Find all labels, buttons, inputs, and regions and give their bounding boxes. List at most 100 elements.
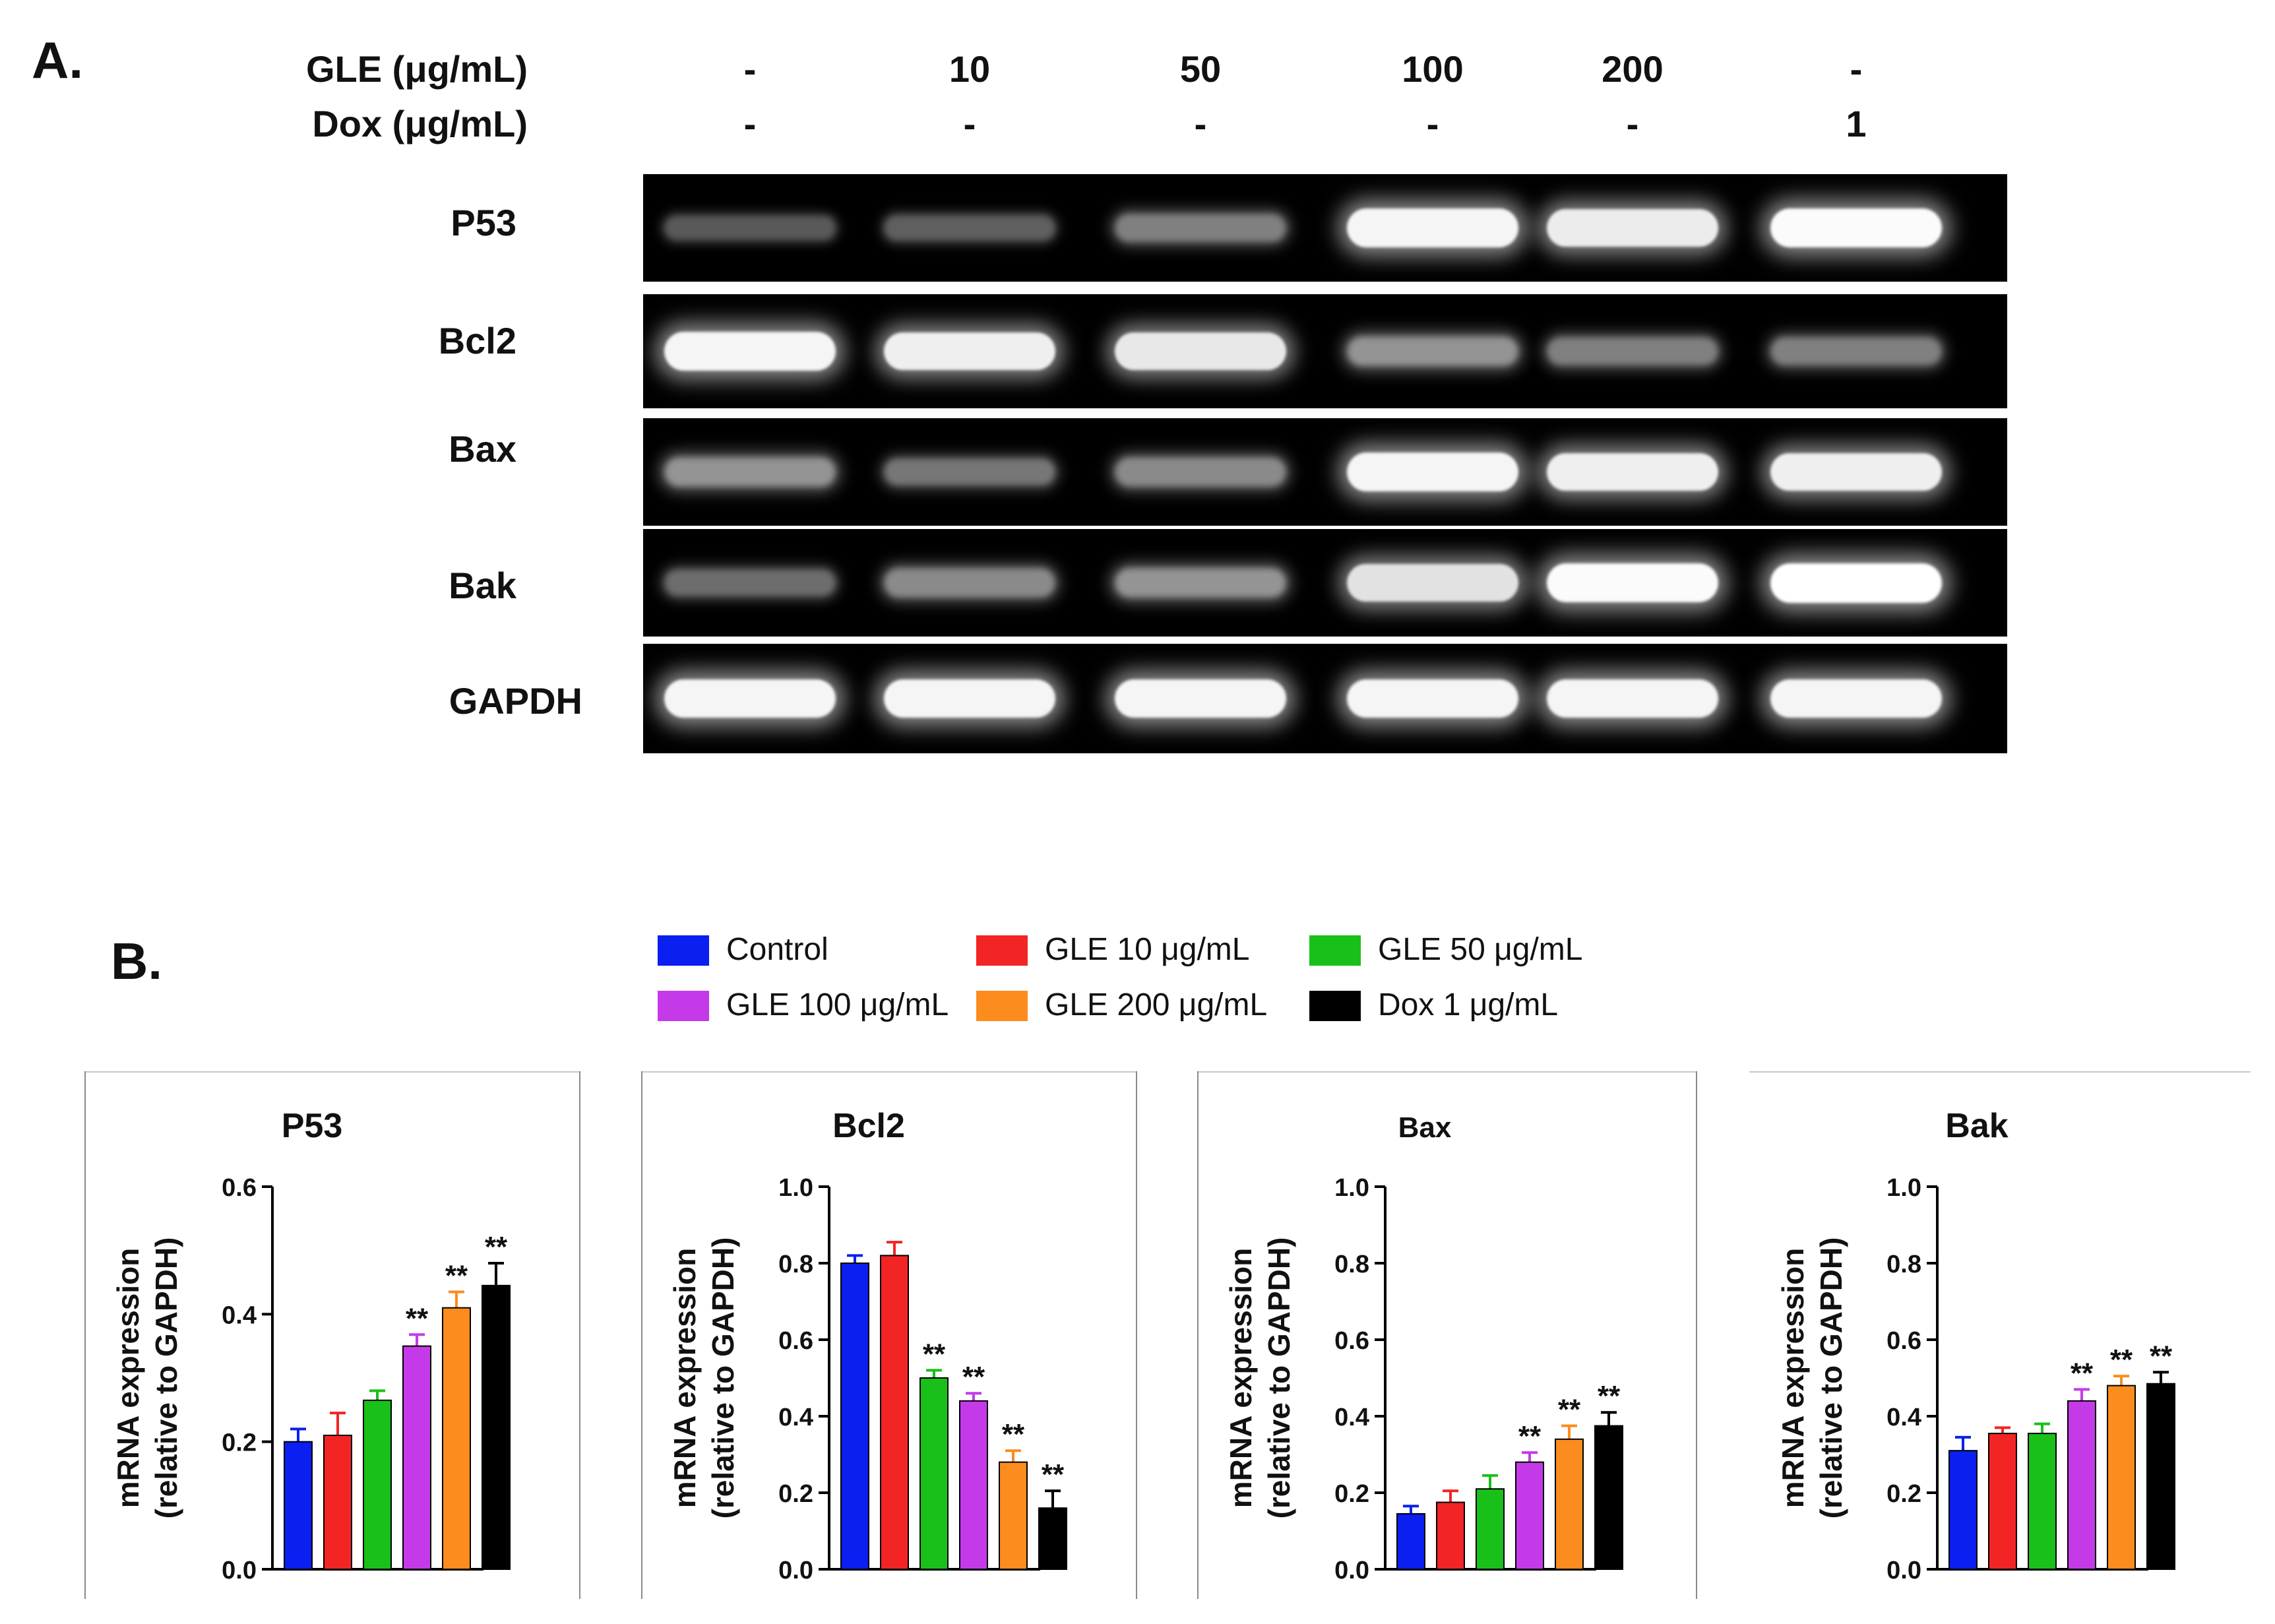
dox-row-label: Dox (μg/mL)	[312, 103, 528, 144]
bar-6	[1594, 1425, 1623, 1570]
dox-value-lane-6: 1	[1846, 103, 1867, 144]
y-tick-label: 0.4	[1886, 1404, 1921, 1431]
y-tick-label: 0.6	[222, 1174, 257, 1202]
bar-2	[880, 1255, 909, 1570]
y-tick-label: 1.0	[1334, 1174, 1369, 1202]
chart-p53: P53 mRNA expression (relative to GAPDH) 0.0…	[84, 1071, 580, 1599]
legend-label: GLE 100 μg/mL	[726, 987, 949, 1022]
gle-value-lane-2: 10	[949, 48, 991, 90]
band-bcl2-lane-6	[1770, 336, 1942, 366]
significance-label: **	[445, 1260, 468, 1292]
y-tick-label: 0.8	[778, 1251, 813, 1278]
band-p53-lane-4	[1347, 208, 1518, 247]
legend-swatch	[976, 935, 1028, 966]
chart-bcl2: Bcl2 mRNA expression (relative to GAPDH) 0.…	[641, 1071, 1137, 1599]
bar-5	[999, 1461, 1028, 1570]
band-gapdh-lane-3	[1115, 679, 1286, 718]
chart-title: Bcl2	[832, 1107, 905, 1145]
y-tick-label: 0.2	[222, 1429, 257, 1457]
y-tick-label: 0.6	[1886, 1327, 1921, 1355]
gel-gapdh	[643, 644, 2007, 753]
legend-swatch	[1309, 935, 1361, 966]
band-bak-lane-3	[1115, 567, 1286, 598]
legend-label: GLE 10 μg/mL	[1045, 932, 1250, 967]
band-bak-lane-2	[884, 568, 1055, 598]
legend-swatch	[658, 935, 709, 966]
band-bak-lane-4	[1347, 564, 1518, 602]
y-tick-label: 0.6	[1334, 1327, 1369, 1355]
significance-label: **	[1042, 1458, 1065, 1491]
bar-2	[323, 1435, 352, 1570]
band-p53-lane-6	[1770, 208, 1942, 248]
gle-row-label: GLE (μg/mL)	[306, 48, 528, 90]
bar-6	[2146, 1383, 2175, 1570]
panel-b-label: B.	[111, 932, 162, 990]
bar-3	[919, 1377, 949, 1570]
y-tick-label: 0.0	[1334, 1557, 1369, 1584]
bar-4	[2067, 1400, 2096, 1570]
band-bax-lane-6	[1770, 453, 1942, 491]
y-tick-label: 0.6	[778, 1327, 813, 1355]
bar-5	[442, 1307, 471, 1570]
y-tick-label: 0.2	[1886, 1480, 1921, 1508]
legend-label: GLE 50 μg/mL	[1378, 932, 1583, 967]
y-axis-label-line1: mRNA expression	[1224, 1248, 1258, 1509]
gle-value-lane-6: -	[1850, 48, 1863, 90]
significance-label: **	[962, 1361, 985, 1393]
bar-1	[1396, 1513, 1425, 1571]
bar-5	[1555, 1438, 1584, 1570]
y-tick-label: 0.8	[1334, 1251, 1369, 1278]
significance-label: **	[1002, 1418, 1025, 1451]
bar-3	[363, 1399, 392, 1570]
dox-value-lane-1: -	[743, 103, 757, 144]
y-axis-label-line1: mRNA expression	[668, 1248, 702, 1509]
chart-bax: Bax mRNA expression (relative to GAPDH) 0.0…	[1197, 1071, 1697, 1599]
legend-label: Control	[726, 932, 828, 967]
gel-bcl2	[643, 294, 2007, 408]
bar-6	[1038, 1507, 1067, 1571]
band-bak-lane-5	[1547, 563, 1718, 603]
band-bcl2-lane-5	[1547, 336, 1718, 366]
y-tick-label: 1.0	[1886, 1174, 1921, 1202]
band-bax-lane-5	[1547, 453, 1718, 491]
gene-label-bak: Bak	[449, 565, 516, 606]
band-p53-lane-3	[1115, 213, 1286, 243]
legend-swatch	[1309, 991, 1361, 1021]
y-tick-label: 0.0	[778, 1557, 813, 1584]
y-tick-label: 0.2	[778, 1480, 813, 1508]
gle-value-lane-3: 50	[1179, 48, 1222, 90]
legend-swatch	[976, 991, 1028, 1021]
gle-value-lane-4: 100	[1402, 48, 1464, 90]
y-tick-label: 0.4	[778, 1404, 813, 1431]
band-gapdh-lane-2	[884, 679, 1055, 718]
significance-label: **	[1598, 1380, 1621, 1412]
band-bak-lane-1	[664, 569, 836, 596]
y-tick-label: 1.0	[778, 1174, 813, 1202]
y-axis-label-line2: (relative to GAPDH)	[149, 1237, 183, 1519]
bar-3	[2028, 1433, 2057, 1570]
dox-value-lane-4: -	[1426, 103, 1439, 144]
bar-6	[482, 1284, 511, 1570]
dox-value-lane-3: -	[1194, 103, 1207, 144]
bar-2	[1436, 1501, 1465, 1570]
bar-1	[1948, 1450, 1978, 1571]
band-bax-lane-3	[1115, 457, 1286, 487]
gene-label-gapdh: GAPDH	[449, 680, 582, 722]
chart-bak: Bak mRNA expression (relative to GAPDH) 0.0…	[1749, 1071, 2251, 1584]
band-bcl2-lane-4	[1347, 336, 1518, 367]
gene-label-bcl2: Bcl2	[438, 320, 516, 361]
bar-1	[840, 1263, 869, 1570]
bar-3	[1476, 1488, 1505, 1571]
chart-title: P53	[282, 1107, 343, 1145]
significance-label: **	[485, 1231, 508, 1263]
gene-label-bax: Bax	[449, 428, 516, 470]
band-gapdh-lane-5	[1547, 679, 1718, 718]
dox-value-lane-5: -	[1626, 103, 1639, 144]
band-bax-lane-2	[884, 458, 1055, 486]
significance-label: **	[2110, 1344, 2133, 1376]
band-gapdh-lane-4	[1347, 679, 1518, 718]
band-bak-lane-6	[1770, 563, 1942, 603]
band-bcl2-lane-1	[664, 332, 836, 371]
y-tick-label: 0.4	[1334, 1404, 1369, 1431]
y-axis-label-line2: (relative to GAPDH)	[706, 1237, 740, 1519]
